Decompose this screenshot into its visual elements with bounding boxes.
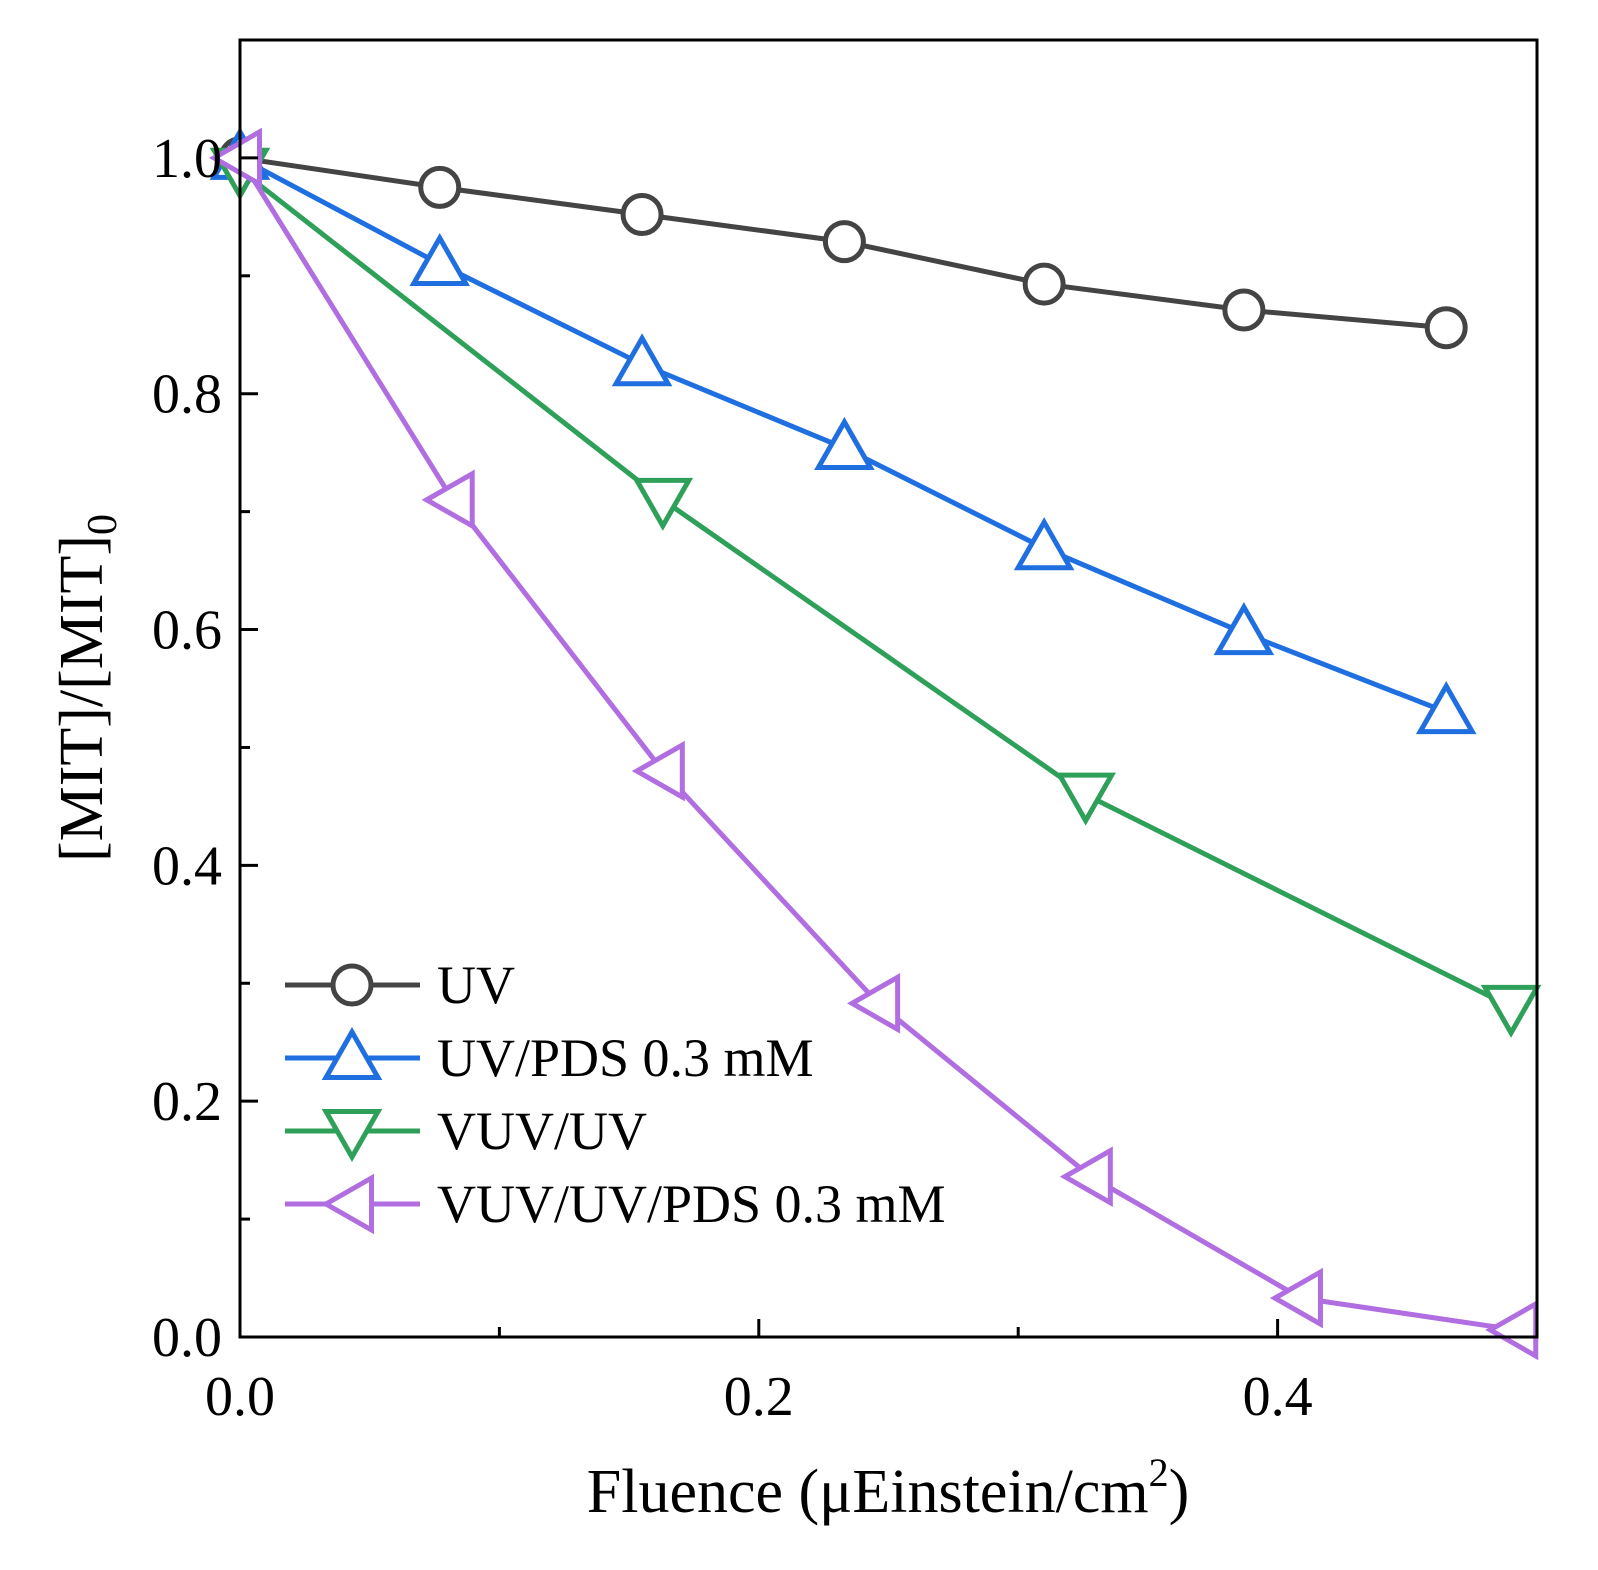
circle-marker <box>822 220 866 264</box>
circle-marker <box>330 963 374 1007</box>
triangle-up-marker <box>1415 681 1477 735</box>
x-tick-label: 0.0 <box>205 1366 275 1428</box>
y-tick-label: 0.8 <box>152 364 222 426</box>
plot-marks <box>208 126 1542 1361</box>
triangle-up-marker <box>1213 602 1275 656</box>
x-tick-label: 0.4 <box>1243 1366 1313 1428</box>
triangle-down-marker <box>321 1109 383 1163</box>
plot-frame <box>238 38 1539 1339</box>
legend-label: VUV/UV <box>437 1101 647 1161</box>
legend-label: VUV/UV/PDS 0.3 mM <box>437 1174 946 1234</box>
triangle-down-marker <box>632 477 694 531</box>
triangle-left-marker <box>208 127 262 189</box>
y-tick-label: 0.4 <box>152 835 222 897</box>
legend-entry: VUV/UV <box>285 1101 647 1163</box>
y-tick-label: 0.2 <box>152 1071 222 1133</box>
triangle-up-marker <box>409 232 471 287</box>
y-axis-label: [MIT]/[MIT]0 <box>48 514 126 862</box>
legend-label: UV <box>437 955 515 1015</box>
legend-entry: UV/PDS 0.3 mM <box>285 1026 814 1088</box>
triangle-left-marker <box>631 740 685 802</box>
x-tick-label: 0.2 <box>724 1366 794 1428</box>
y-tick-label: 0.0 <box>152 1307 222 1369</box>
y-tick-label: 0.6 <box>152 600 222 662</box>
triangle-down-marker <box>1480 984 1542 1038</box>
triangle-left-marker <box>421 469 475 531</box>
triangle-left-marker <box>320 1173 374 1235</box>
legend-label: UV/PDS 0.3 mM <box>437 1028 814 1088</box>
series-line <box>237 156 1517 1333</box>
triangle-up-marker <box>1013 517 1075 571</box>
legend: UV UV/PDS 0.3 mM VUV/UV VUV/UV/PDS 0.3 mM <box>285 955 946 1235</box>
triangle-up-marker <box>611 333 673 387</box>
axis-ticks: 0.0 0.2 0.4 0.0 0.2 0.4 0.6 0.8 1.0 <box>152 128 1539 1428</box>
series-3 <box>208 127 1539 1361</box>
triangle-up-marker <box>321 1026 383 1080</box>
circle-marker <box>620 193 664 237</box>
triangle-left-marker <box>1485 1299 1539 1361</box>
series-0 <box>218 136 1468 350</box>
triangle-down-marker <box>1055 772 1116 826</box>
legend-entry: VUV/UV/PDS 0.3 mM <box>285 1173 946 1235</box>
triangle-up-marker <box>814 416 875 470</box>
circle-marker <box>1022 262 1066 306</box>
triangle-left-marker <box>847 973 901 1034</box>
circle-marker <box>1222 288 1266 332</box>
series-line <box>238 167 1513 1010</box>
circle-marker <box>1424 306 1468 350</box>
triangle-left-marker <box>1059 1146 1113 1207</box>
triangle-left-marker <box>1269 1267 1323 1329</box>
x-axis-label: Fluence (μEinstein/cm2) <box>587 1450 1189 1526</box>
legend-entry: UV <box>285 955 515 1015</box>
y-tick-label: 1.0 <box>152 128 222 190</box>
circle-marker <box>418 165 462 209</box>
